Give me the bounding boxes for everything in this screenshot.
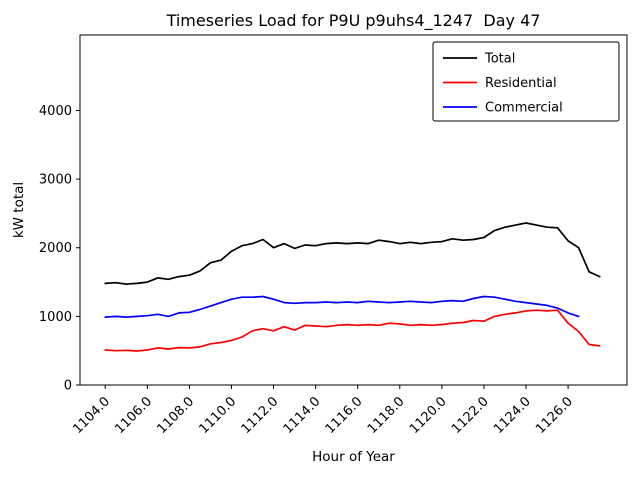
legend-label-total: Total	[484, 52, 515, 67]
x-tick-label: 1112.0	[239, 394, 282, 437]
plot-border	[79, 34, 628, 386]
legend-box	[432, 41, 620, 122]
x-tick-label: 1116.0	[323, 394, 366, 437]
y-tick-label: 3000	[39, 173, 72, 188]
y-axis-label: kW total	[11, 181, 27, 239]
x-axis-label: Hour of Year	[312, 449, 395, 465]
x-tick-label: 1120.0	[407, 394, 450, 437]
x-tick-label: 1126.0	[533, 394, 576, 437]
x-tick-label: 1110.0	[197, 394, 240, 437]
chart-title: Timeseries Load for P9U p9uhs4_1247 Day …	[166, 11, 541, 30]
legend-label-residential: Residential	[485, 76, 557, 91]
x-tick-label: 1108.0	[154, 394, 197, 437]
x-tick-label: 1122.0	[449, 394, 492, 437]
legend-label-commercial: Commercial	[485, 101, 563, 116]
x-tick-label: 1118.0	[365, 394, 408, 437]
y-tick-label: 4000	[39, 104, 72, 119]
x-tick-label: 1106.0	[112, 394, 155, 437]
x-tick-label: 1104.0	[70, 394, 113, 437]
series-line-residential	[104, 309, 601, 352]
y-tick-label: 1000	[39, 310, 72, 325]
x-tick-label: 1124.0	[491, 394, 534, 437]
y-tick-label: 2000	[39, 241, 72, 256]
y-tick-label: 0	[64, 379, 72, 394]
series-line-commercial	[104, 295, 580, 318]
x-tick-label: 1114.0	[281, 394, 324, 437]
series-line-total	[104, 222, 601, 285]
